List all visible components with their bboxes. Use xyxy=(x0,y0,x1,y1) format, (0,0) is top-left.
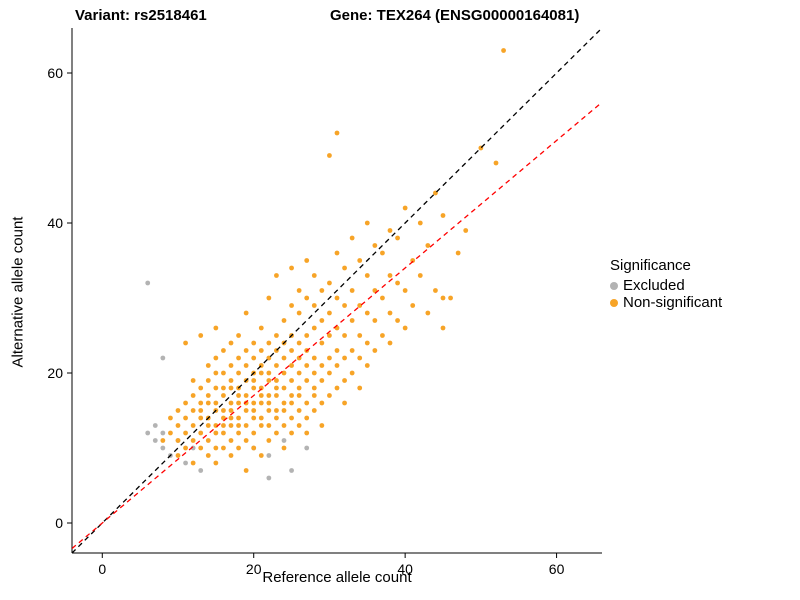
legend: Significance Excluded Non-significant xyxy=(610,257,722,311)
svg-text:20: 20 xyxy=(47,365,63,381)
y-axis-label: Alternative allele count xyxy=(9,216,27,368)
plot-title-gene: Gene: TEX264 (ENSG00000164081) xyxy=(330,7,580,24)
excluded-swatch-icon xyxy=(610,281,618,290)
legend-item-excluded: Excluded xyxy=(610,277,722,294)
svg-text:60: 60 xyxy=(549,561,565,577)
legend-title: Significance xyxy=(610,257,691,274)
svg-text:0: 0 xyxy=(98,561,106,577)
svg-text:40: 40 xyxy=(47,215,63,231)
legend-item-nonsignificant: Non-significant xyxy=(610,294,722,311)
svg-text:40: 40 xyxy=(397,561,413,577)
nonsignificant-swatch-icon xyxy=(610,298,618,307)
legend-label-excluded: Excluded xyxy=(623,277,685,294)
svg-text:60: 60 xyxy=(47,65,63,81)
svg-text:20: 20 xyxy=(246,561,262,577)
plot-title-variant: Variant: rs2518461 xyxy=(75,7,207,24)
legend-label-nonsignificant: Non-significant xyxy=(623,294,723,311)
svg-text:0: 0 xyxy=(55,515,63,531)
x-axis-label: Reference allele count xyxy=(262,569,412,586)
